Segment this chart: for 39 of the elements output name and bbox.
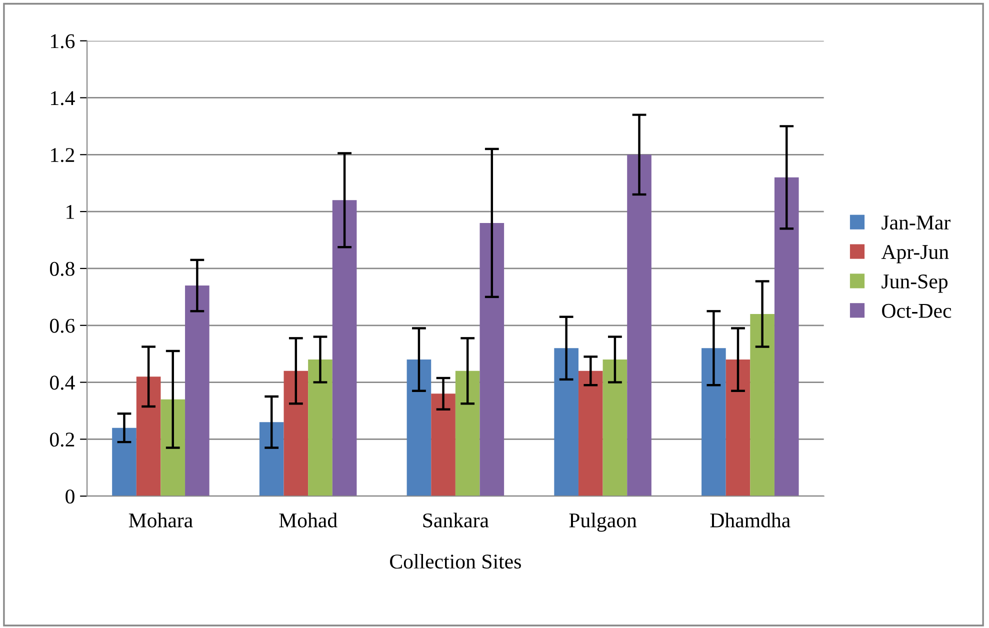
legend-label: Oct-Dec [882,304,952,318]
legend-label: Jan-Mar [882,216,950,230]
bar [160,399,186,496]
bar [455,370,480,496]
bar [112,428,136,496]
bar [332,200,357,496]
y-tick-label: 0.2 [50,432,74,447]
legend-label: Apr-Jun [881,245,949,264]
x-axis-title: Collection Sites [390,554,521,569]
y-tick-label: 1 [66,205,74,219]
bar [259,422,284,496]
bar [431,394,456,496]
y-tick-label: 0 [66,489,74,504]
bar [602,360,628,496]
y-tick-label: 0.8 [50,262,74,276]
x-tick-label: Sankara [423,512,489,528]
bar [136,376,161,496]
y-tick-label: 0.4 [50,376,75,390]
bar [284,370,308,496]
y-tick-label: 1.2 [51,148,74,162]
bar [480,222,504,496]
x-tick-label: Mohad [279,512,338,528]
y-tick-label: 1.6 [51,34,75,48]
y-tick-label: 1.4 [51,91,75,106]
x-tick-label: Dhamdha [710,512,790,528]
x-tick-label: Pulgaon [569,512,637,532]
bar [726,360,750,496]
bar [750,314,774,496]
bar [554,348,578,496]
bar [702,348,726,496]
bar [578,370,603,496]
bar [627,154,652,496]
bar [774,177,799,496]
bar [406,360,432,496]
bar [185,286,210,496]
y-tick-label: 0.6 [50,318,75,333]
x-tick-label: Mohara [128,512,193,528]
bar [308,360,332,496]
legend-label: Jun-Sep [882,274,948,293]
